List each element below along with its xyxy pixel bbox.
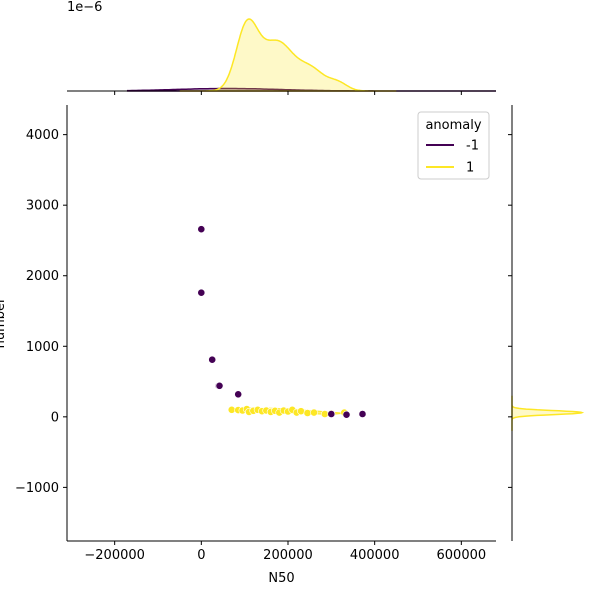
y-tick-label: 3000 <box>26 199 59 214</box>
x-tick-label: 400000 <box>350 548 400 563</box>
legend-title: anomaly <box>425 118 481 133</box>
point-anomaly-minus1 <box>234 390 243 399</box>
right-marginal <box>508 105 585 541</box>
point-anomaly-1 <box>310 408 318 417</box>
legend: anomaly -1 1 <box>417 111 490 180</box>
y-tick-label: 2000 <box>26 269 59 284</box>
point-anomaly-minus1 <box>197 288 206 297</box>
x-tick-label: 600000 <box>437 548 487 563</box>
point-anomaly-minus1 <box>358 410 367 418</box>
x-axis-ticks: −200000 0 200000 400000 600000 <box>84 541 486 563</box>
y-axis-label: number <box>0 297 8 348</box>
y-tick-label: 0 <box>51 410 59 425</box>
x-tick-label: 0 <box>197 548 205 563</box>
main-axes: −200000 0 200000 400000 600000 −1000 0 1000 200… <box>0 105 496 586</box>
x-axis-label: N50 <box>268 571 294 586</box>
legend-label-minus1: -1 <box>466 139 479 154</box>
legend-label-1: 1 <box>466 161 474 176</box>
point-anomaly-minus1 <box>342 410 351 419</box>
scatter-points <box>197 225 367 419</box>
point-anomaly-minus1 <box>197 225 206 234</box>
point-anomaly-1 <box>303 409 312 417</box>
y-tick-label: 1000 <box>26 340 59 355</box>
y-axis-ticks: −1000 0 1000 2000 3000 4000 <box>15 128 67 496</box>
point-anomaly-minus1 <box>208 355 217 364</box>
x-tick-label: −200000 <box>84 548 145 563</box>
point-anomaly-1 <box>297 407 305 416</box>
point-anomaly-minus1 <box>215 381 224 390</box>
point-anomaly-minus1 <box>327 410 336 418</box>
y-tick-label: 4000 <box>26 128 59 143</box>
point-anomaly-1 <box>320 410 329 418</box>
right-marginal-ticks <box>508 134 512 488</box>
point-anomaly-1 <box>227 405 236 414</box>
y-tick-label: −1000 <box>15 481 59 496</box>
x-tick-label: 200000 <box>263 548 313 563</box>
top-marginal: 1e−6 <box>67 0 496 95</box>
top-marginal-ticks <box>114 91 462 95</box>
marginal-offset-text: 1e−6 <box>67 0 102 15</box>
